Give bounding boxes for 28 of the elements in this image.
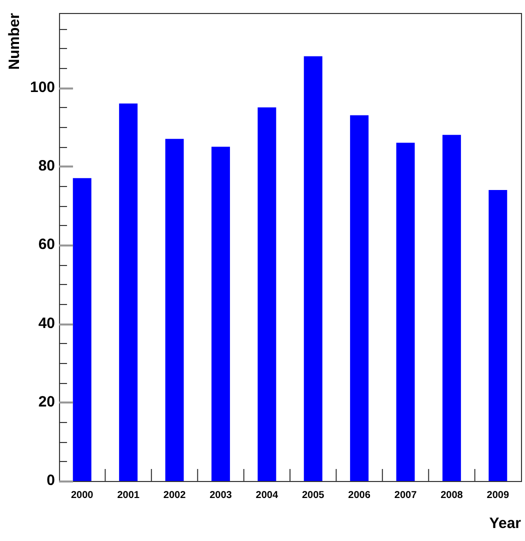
bar: [350, 115, 369, 481]
bar: [72, 178, 92, 481]
y-tick-label: 80: [38, 158, 56, 175]
bar: [119, 103, 138, 481]
x-tick-label: 2001: [117, 490, 140, 501]
y-tick-label: 100: [30, 78, 56, 96]
x-tick-label: 2007: [394, 490, 418, 501]
y-tick-label: 20: [38, 393, 56, 410]
y-tick-label: 40: [38, 314, 56, 332]
x-tick-label: 2003: [210, 490, 232, 501]
x-tick-label: 2006: [348, 490, 371, 501]
bar: [396, 142, 415, 481]
bar: [304, 56, 322, 481]
x-tick-label: 2004: [256, 490, 278, 501]
x-tick-label: 2005: [302, 490, 325, 501]
bar: [488, 190, 508, 481]
x-tick-label: 2002: [163, 490, 186, 501]
y-tick-label: 0: [46, 472, 56, 490]
bar: [442, 134, 461, 481]
x-tick-label: 2000: [71, 490, 94, 501]
y-axis-title: Number: [6, 12, 24, 70]
x-tick-label: 2008: [440, 490, 464, 501]
bar: [258, 107, 276, 481]
y-tick-label: 60: [38, 236, 56, 254]
x-tick-label: 2009: [486, 490, 510, 501]
bar: [165, 138, 184, 481]
x-axis-title: Year: [489, 515, 522, 532]
bar: [211, 146, 230, 481]
